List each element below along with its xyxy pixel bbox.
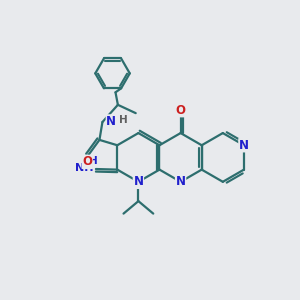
Text: O: O [176, 104, 186, 117]
Text: H: H [88, 156, 97, 166]
Text: N: N [176, 175, 186, 188]
Text: N: N [134, 175, 143, 188]
Text: H: H [119, 115, 128, 125]
Text: NH: NH [75, 164, 94, 173]
Text: O: O [82, 155, 92, 168]
Text: N: N [106, 115, 116, 128]
Text: N: N [239, 139, 249, 152]
